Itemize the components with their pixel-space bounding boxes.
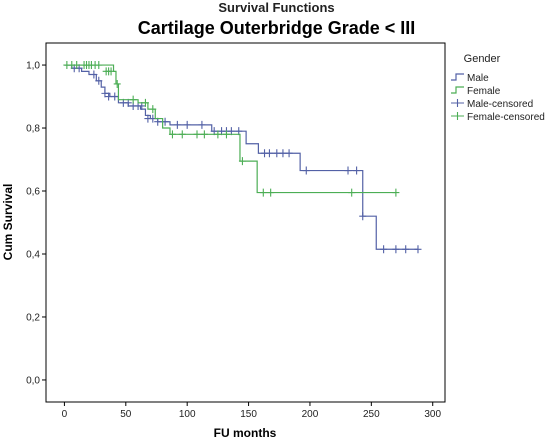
chart-super-title: Survival Functions — [218, 0, 335, 15]
y-tick-label: 0,8 — [26, 124, 40, 135]
censor-mark-female — [168, 130, 176, 139]
censor-mark-female — [149, 105, 157, 114]
censor-mark-female — [73, 61, 81, 70]
censor-mark-male — [353, 166, 361, 175]
censor-mark-male — [101, 89, 109, 98]
legend-label: Male — [467, 73, 489, 84]
censor-mark-male — [302, 166, 310, 175]
x-tick-label: 200 — [302, 409, 319, 420]
series-line-male — [64, 64, 418, 250]
censor-mark-male — [265, 149, 273, 158]
x-tick-label: 0 — [62, 409, 68, 420]
censor-mark-male — [111, 92, 119, 101]
censor-mark-female — [348, 188, 356, 197]
censor-mark-female — [113, 79, 121, 88]
x-tick-label: 300 — [424, 409, 441, 420]
legend-swatch-male-censored — [451, 99, 464, 107]
censor-mark-male — [380, 245, 388, 254]
censor-mark-male — [198, 120, 206, 129]
axes: 0 50 100 150 200 250 300 0,0 0,2 0,4 0,6 0,8 1,0 — [26, 42, 446, 420]
censor-mark-male — [402, 245, 410, 254]
censor-mark-male — [285, 149, 293, 158]
y-axis-title: Cum Survival — [1, 184, 15, 261]
censor-mark-female — [193, 130, 201, 139]
censor-mark-female — [238, 157, 246, 166]
censor-mark-male — [414, 245, 422, 254]
censor-mark-female — [107, 67, 115, 76]
x-tick-label: 100 — [179, 409, 196, 420]
censor-mark-male — [183, 120, 191, 129]
x-tick-label: 50 — [120, 409, 132, 420]
censor-mark-female — [214, 130, 222, 139]
legend-title: Gender — [464, 53, 501, 65]
x-axis-title: FU months — [214, 426, 277, 440]
censor-mark-male — [344, 166, 352, 175]
censor-mark-male — [273, 149, 281, 158]
legend-swatch-male — [451, 73, 464, 81]
censor-mark-female — [200, 130, 208, 139]
legend-label: Male-censored — [467, 99, 533, 110]
censor-mark-female — [141, 98, 149, 107]
y-tick-label: 0,4 — [26, 249, 40, 260]
censor-mark-male — [173, 120, 181, 129]
legend: Gender Male Female Male-censored Female-cen… — [451, 53, 545, 123]
censor-mark-female — [129, 95, 137, 104]
censor-mark-female — [392, 188, 400, 197]
censor-mark-male — [359, 212, 367, 221]
legend-swatch-female — [451, 86, 464, 94]
censor-mark-male — [105, 92, 113, 101]
censor-mark-female — [267, 188, 275, 197]
plot-area — [63, 61, 422, 254]
legend-label: Female-censored — [467, 112, 545, 123]
censor-mark-female — [178, 130, 186, 139]
censor-mark-female — [222, 130, 230, 139]
censor-mark-male — [90, 70, 98, 79]
legend-swatch-female-censored — [451, 112, 464, 120]
y-tick-label: 0,6 — [26, 187, 40, 198]
x-tick-label: 250 — [363, 409, 380, 420]
y-tick-label: 0,2 — [26, 312, 40, 323]
censor-mark-male — [279, 149, 287, 158]
censor-mark-female — [259, 188, 267, 197]
censor-mark-male — [392, 245, 400, 254]
censor-mark-male — [95, 76, 103, 85]
plot-frame — [45, 42, 446, 403]
chart-title: Cartilage Outerbridge Grade < III — [137, 18, 416, 38]
y-tick-label: 0,0 — [26, 375, 40, 386]
censor-mark-female — [95, 61, 103, 70]
x-tick-label: 150 — [240, 409, 257, 420]
y-tick-label: 1,0 — [26, 61, 40, 72]
legend-label: Female — [467, 86, 501, 97]
